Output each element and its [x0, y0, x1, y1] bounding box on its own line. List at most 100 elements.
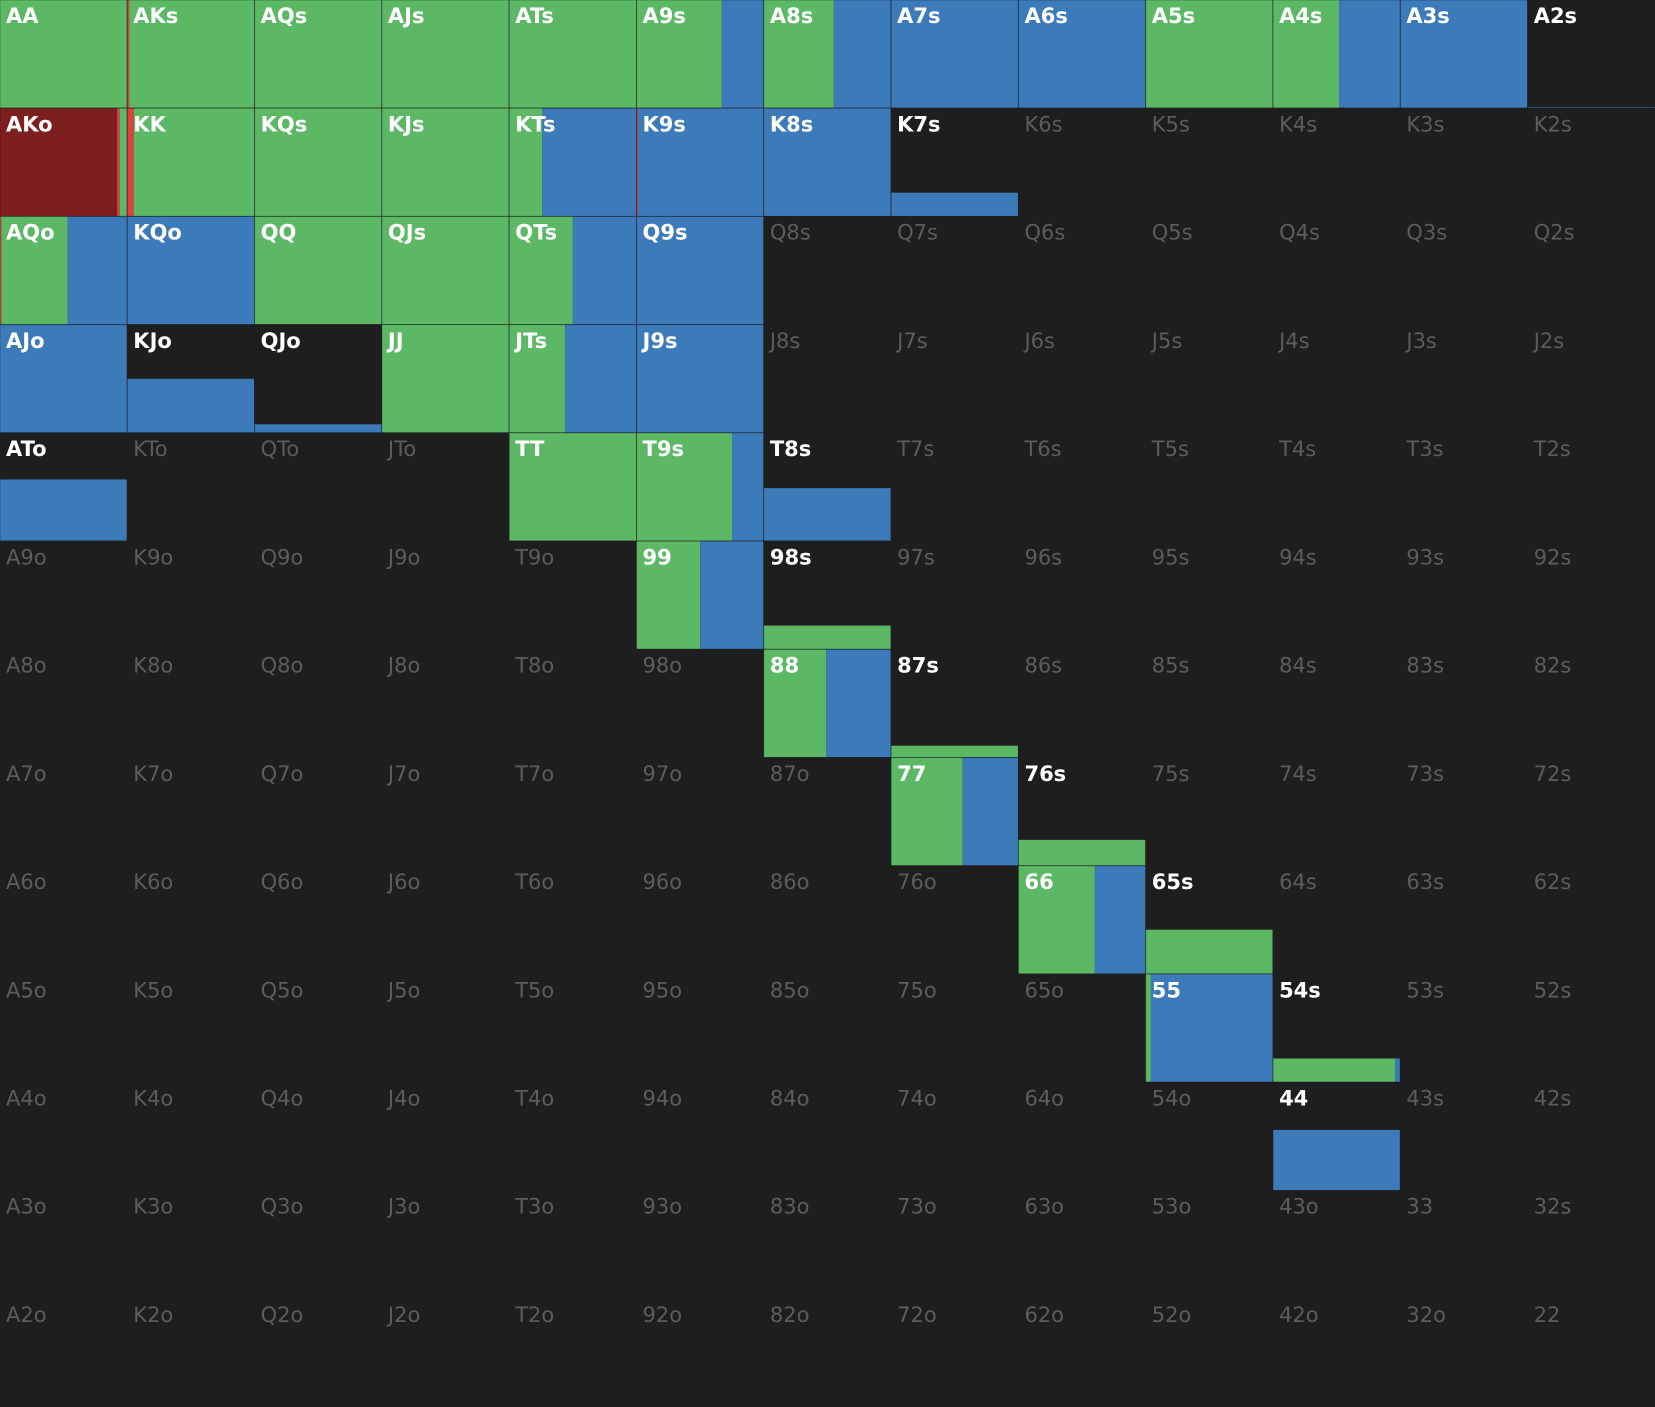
hand-cell[interactable]	[1527, 0, 1655, 109]
hand-cell[interactable]	[0, 1081, 128, 1192]
hand-cell[interactable]	[508, 973, 638, 1083]
hand-cell[interactable]	[1272, 1190, 1401, 1300]
hand-cell[interactable]	[890, 1081, 1019, 1192]
hand-cell[interactable]	[0, 865, 128, 975]
hand-cell[interactable]	[636, 865, 765, 975]
hand-cell[interactable]	[1145, 540, 1274, 650]
hand-cell[interactable]	[0, 757, 128, 867]
hand-cell[interactable]	[1527, 1081, 1655, 1192]
hand-cell[interactable]	[254, 1298, 383, 1407]
hand-cell[interactable]	[508, 648, 638, 759]
hand-cell[interactable]	[254, 540, 383, 650]
hand-cell[interactable]	[381, 1081, 510, 1192]
hand-cell[interactable]	[1145, 215, 1274, 326]
hand-cell[interactable]	[126, 865, 256, 975]
hand-cell[interactable]	[1527, 865, 1655, 975]
hand-cell[interactable]	[254, 973, 383, 1083]
hand-cell[interactable]	[254, 865, 383, 975]
hand-cell[interactable]	[508, 540, 638, 650]
hand-cell[interactable]	[126, 1190, 256, 1300]
hand-cell[interactable]	[890, 973, 1019, 1083]
hand-cell[interactable]	[1017, 973, 1147, 1083]
hand-cell[interactable]	[381, 648, 510, 759]
hand-cell[interactable]	[1399, 973, 1529, 1083]
hand-cell[interactable]	[1527, 973, 1655, 1083]
hand-cell[interactable]	[1272, 215, 1401, 326]
hand-cell[interactable]	[1399, 757, 1529, 867]
hand-cell[interactable]	[1272, 432, 1401, 542]
hand-cell[interactable]	[763, 1298, 892, 1407]
hand-cell[interactable]	[1145, 432, 1274, 542]
hand-cell[interactable]	[508, 1298, 638, 1407]
hand-cell[interactable]	[1017, 1298, 1147, 1407]
hand-cell[interactable]	[381, 757, 510, 867]
hand-cell[interactable]	[1272, 540, 1401, 650]
hand-cell[interactable]	[636, 757, 765, 867]
hand-cell[interactable]	[381, 865, 510, 975]
hand-cell[interactable]	[763, 973, 892, 1083]
hand-cell[interactable]	[508, 757, 638, 867]
hand-cell[interactable]	[254, 1190, 383, 1300]
hand-cell[interactable]	[890, 324, 1019, 434]
hand-cell[interactable]	[508, 1081, 638, 1192]
hand-cell[interactable]	[1017, 540, 1147, 650]
hand-cell[interactable]	[126, 757, 256, 867]
hand-cell[interactable]	[1399, 1081, 1529, 1192]
hand-cell[interactable]	[1017, 1190, 1147, 1300]
hand-cell[interactable]	[1017, 1081, 1147, 1192]
hand-cell[interactable]	[763, 324, 892, 434]
hand-cell[interactable]	[1399, 432, 1529, 542]
hand-cell[interactable]	[763, 865, 892, 975]
hand-cell[interactable]	[1145, 1081, 1274, 1192]
hand-cell[interactable]	[508, 865, 638, 975]
hand-cell[interactable]	[1399, 865, 1529, 975]
hand-cell[interactable]	[381, 432, 510, 542]
hand-cell[interactable]	[126, 648, 256, 759]
hand-cell[interactable]	[1527, 107, 1655, 217]
hand-cell[interactable]	[636, 973, 765, 1083]
hand-cell[interactable]	[763, 757, 892, 867]
hand-cell[interactable]	[1272, 324, 1401, 434]
hand-cell[interactable]	[381, 1298, 510, 1407]
hand-cell[interactable]	[1527, 1190, 1655, 1300]
hand-cell[interactable]	[1017, 107, 1147, 217]
hand-cell[interactable]	[1272, 865, 1401, 975]
hand-cell[interactable]	[126, 973, 256, 1083]
hand-cell[interactable]	[1399, 215, 1529, 326]
hand-cell[interactable]	[381, 973, 510, 1083]
hand-cell[interactable]	[636, 1190, 765, 1300]
hand-cell[interactable]	[763, 1190, 892, 1300]
hand-cell[interactable]	[381, 1190, 510, 1300]
hand-cell[interactable]	[1399, 107, 1529, 217]
hand-cell[interactable]	[890, 865, 1019, 975]
hand-cell[interactable]	[1017, 432, 1147, 542]
hand-cell[interactable]	[1017, 324, 1147, 434]
hand-cell[interactable]	[1527, 215, 1655, 326]
hand-cell[interactable]	[1399, 540, 1529, 650]
hand-cell[interactable]	[1527, 540, 1655, 650]
hand-cell[interactable]	[254, 757, 383, 867]
hand-cell[interactable]	[508, 1190, 638, 1300]
hand-cell[interactable]	[890, 432, 1019, 542]
hand-cell[interactable]	[254, 324, 383, 434]
hand-cell[interactable]	[126, 1298, 256, 1407]
hand-cell[interactable]	[890, 215, 1019, 326]
hand-cell[interactable]	[0, 1190, 128, 1300]
hand-cell[interactable]	[1399, 324, 1529, 434]
hand-cell[interactable]	[0, 973, 128, 1083]
hand-cell[interactable]	[1145, 324, 1274, 434]
hand-cell[interactable]	[1399, 648, 1529, 759]
hand-cell[interactable]	[1272, 648, 1401, 759]
hand-cell[interactable]	[890, 1190, 1019, 1300]
hand-cell[interactable]	[1527, 757, 1655, 867]
hand-cell[interactable]	[636, 1081, 765, 1192]
hand-cell[interactable]	[1017, 215, 1147, 326]
hand-cell[interactable]	[890, 1298, 1019, 1407]
hand-cell[interactable]	[1145, 1298, 1274, 1407]
hand-cell[interactable]	[1399, 1190, 1529, 1300]
hand-cell[interactable]	[1145, 648, 1274, 759]
hand-cell[interactable]	[1399, 1298, 1529, 1407]
hand-cell[interactable]	[1145, 107, 1274, 217]
hand-cell[interactable]	[1527, 1298, 1655, 1407]
hand-cell[interactable]	[1272, 757, 1401, 867]
